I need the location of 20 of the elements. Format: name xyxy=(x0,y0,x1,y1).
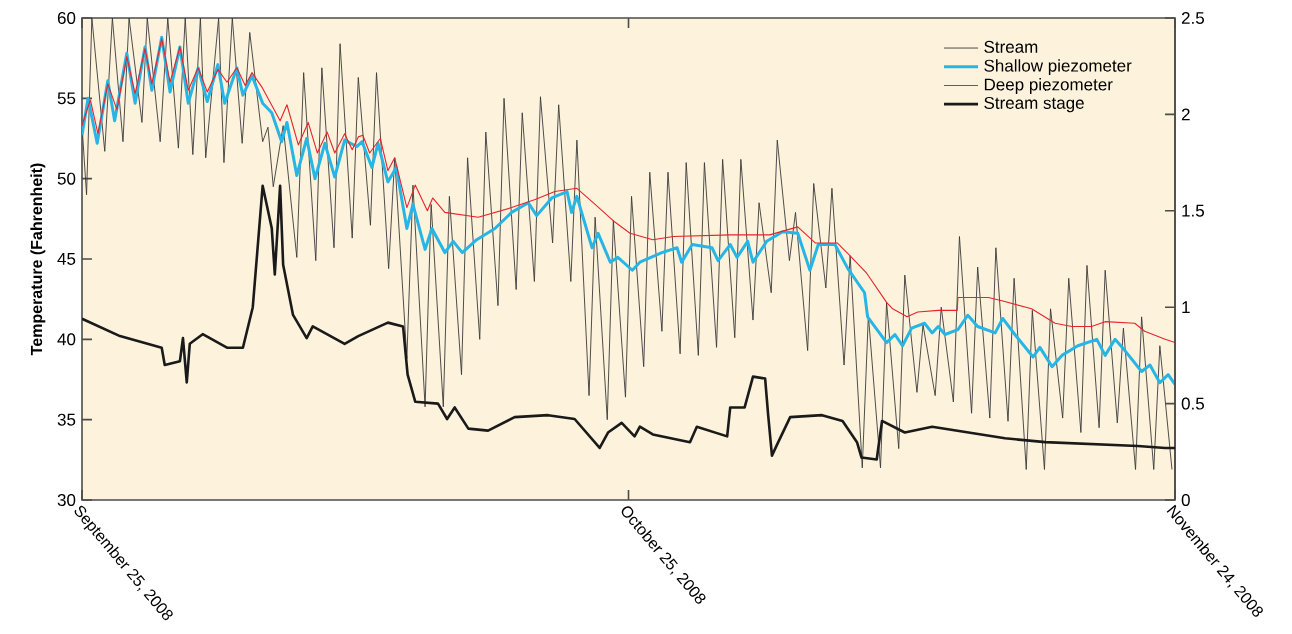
legend-label: Shallow piezometer xyxy=(984,59,1132,76)
y2-tick-label: 1 xyxy=(1182,301,1190,314)
y-tick-label: 30 xyxy=(57,493,76,507)
y-tick-label: 55 xyxy=(57,92,76,105)
y-axis-title: Temperature (Fahrenheit) xyxy=(30,163,46,356)
y-tick-label: 60 xyxy=(57,11,76,25)
y2-tick-label: 2 xyxy=(1181,108,1190,121)
y2-tick-label: 0.5 xyxy=(1181,397,1204,410)
legend-label: Stream stage xyxy=(984,96,1084,113)
y2-tick-label: 2.5 xyxy=(1181,11,1204,24)
y-tick-label: 50 xyxy=(57,172,76,185)
y2-tick-label: 1.5 xyxy=(1182,204,1204,217)
legend-label: Stream xyxy=(984,40,1038,53)
y-tick-label: 40 xyxy=(57,333,76,346)
line-series xyxy=(82,18,1173,470)
y2-tick-label: 0 xyxy=(1181,493,1190,507)
y-tick-label: 35 xyxy=(57,413,76,426)
line-series xyxy=(82,184,1176,461)
legend-label: Deep piezometer xyxy=(984,78,1113,94)
y-tick-label: 45 xyxy=(57,253,76,265)
